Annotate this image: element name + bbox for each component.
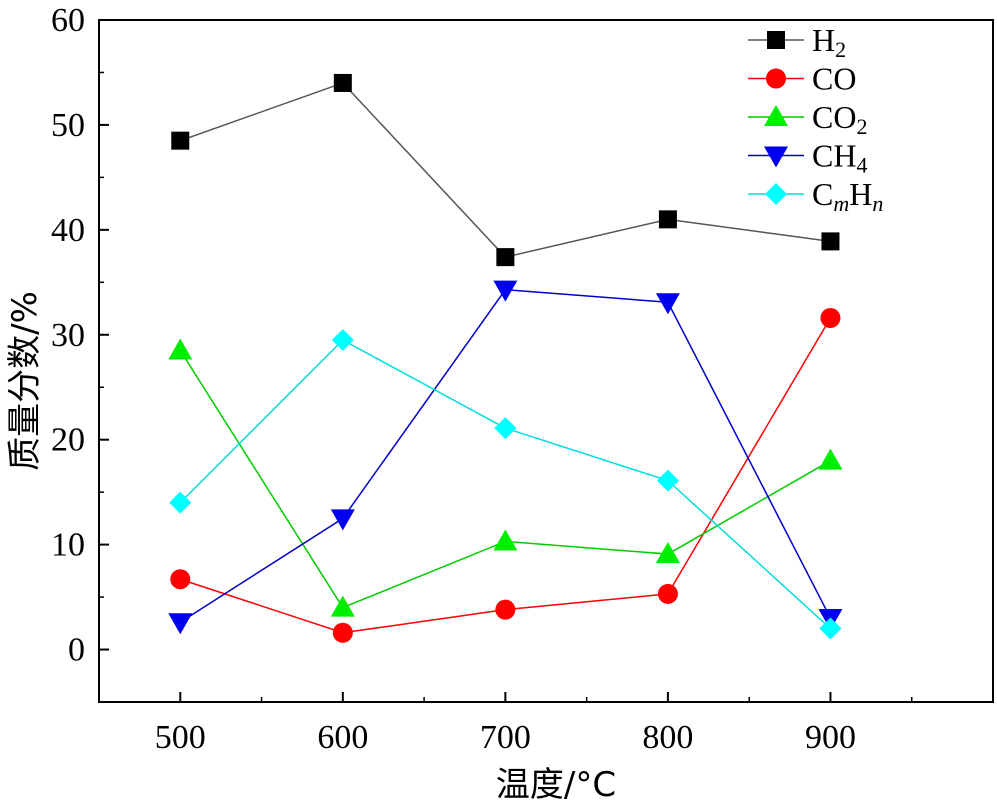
data-point-co2 — [655, 542, 680, 564]
data-point-ch4 — [330, 509, 355, 531]
series-h2 — [171, 73, 840, 267]
series-cmhn — [169, 329, 842, 640]
legend-label-co2: CO2 — [812, 99, 867, 139]
data-point-ch4 — [493, 280, 518, 302]
data-point-h2 — [333, 73, 352, 92]
data-point-cmhn — [819, 617, 842, 640]
legend-label-cmhn: CmHn — [812, 176, 883, 216]
y-axis-title: 质量分数/% — [5, 291, 45, 471]
data-point-h2 — [496, 248, 515, 267]
data-point-co2 — [330, 595, 355, 617]
y-tick-label: 20 — [51, 422, 85, 459]
y-tick-label: 30 — [51, 317, 85, 354]
x-tick-label: 600 — [317, 719, 368, 756]
data-point-h2 — [821, 232, 840, 251]
data-point-co2 — [818, 448, 843, 470]
data-point-h2 — [171, 131, 190, 150]
plot-frame — [98, 19, 994, 703]
y-tick-label: 0 — [68, 632, 85, 669]
series-ch4 — [168, 280, 843, 635]
data-point-co — [657, 583, 678, 604]
legend-marker-cmhn — [765, 183, 787, 205]
data-point-h2 — [658, 210, 677, 229]
legend-marker-co — [766, 68, 786, 89]
series-line-ch4 — [179, 288, 832, 623]
x-tick-label: 900 — [805, 719, 856, 756]
legend-marker-co2 — [764, 105, 788, 126]
data-point-cmhn — [494, 417, 517, 440]
y-tick-label: 60 — [51, 2, 85, 39]
x-axis-title: 温度/°C — [496, 765, 616, 805]
series-line-h2 — [180, 82, 831, 258]
y-tick-label: 10 — [51, 527, 85, 564]
data-point-co — [495, 599, 516, 620]
legend-marker-ch4 — [764, 146, 788, 168]
data-point-cmhn — [331, 329, 354, 352]
legend-label-h2: H2 — [812, 22, 846, 62]
data-point-co — [170, 569, 191, 590]
data-point-ch4 — [655, 293, 680, 315]
legend-marker-h2 — [767, 31, 785, 49]
legend-label-ch4: CH4 — [812, 138, 867, 178]
series-line-co — [180, 317, 832, 634]
x-tick-label: 500 — [155, 719, 206, 756]
y-tick-label: 40 — [51, 212, 85, 249]
data-point-co2 — [493, 529, 518, 551]
data-point-ch4 — [168, 613, 193, 635]
x-tick-label: 700 — [480, 719, 531, 756]
series-co2 — [168, 338, 843, 617]
data-point-co — [332, 622, 353, 643]
data-point-cmhn — [656, 469, 679, 492]
data-point-co — [820, 307, 841, 328]
series-co — [170, 307, 841, 643]
x-tick-label: 800 — [642, 719, 693, 756]
data-point-co2 — [168, 338, 193, 360]
legend-label-co: CO — [812, 61, 856, 97]
y-tick-label: 50 — [51, 107, 85, 144]
series-line-co2 — [179, 350, 831, 609]
data-point-cmhn — [169, 491, 192, 514]
